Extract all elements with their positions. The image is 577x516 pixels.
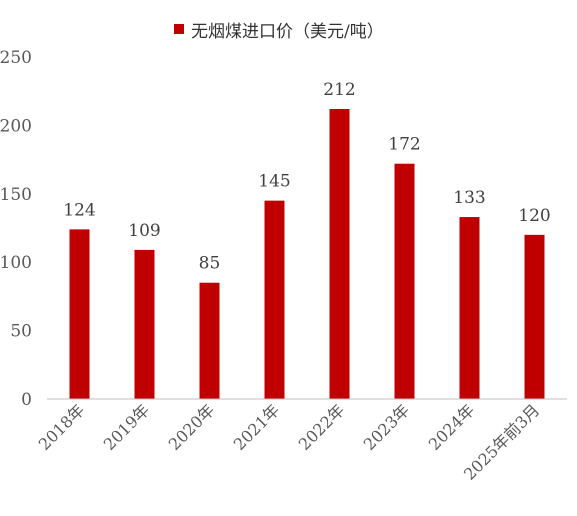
- bar: [459, 217, 480, 399]
- y-tick-label: 250: [0, 48, 32, 68]
- data-label: 85: [199, 254, 221, 274]
- bar: [329, 108, 350, 399]
- x-tick-label: 2021年: [230, 400, 284, 454]
- y-tick-label: 100: [0, 253, 32, 273]
- y-tick-label: 50: [10, 322, 32, 342]
- bar: [524, 234, 545, 399]
- bar: [69, 229, 90, 399]
- bar: [134, 249, 155, 399]
- data-label: 172: [388, 135, 420, 155]
- x-tick-label: 2018年: [35, 400, 89, 454]
- x-tick-label: 2020年: [165, 400, 219, 454]
- x-axis: 2018年 2019年 2020年 2021年 2022年 2023年 2024年2025年…: [35, 400, 544, 483]
- data-label: 124: [63, 200, 95, 220]
- y-tick-label: 200: [0, 116, 32, 136]
- data-label: 120: [518, 206, 550, 226]
- legend-label: 无烟煤进口价（美元/吨）: [191, 21, 384, 42]
- x-tick-label: 2024年: [425, 400, 479, 454]
- x-tick-label: 2022年: [295, 400, 349, 454]
- bar: [394, 163, 415, 399]
- legend: 无烟煤进口价（美元/吨）: [174, 17, 384, 42]
- x-tick-label: 2019年: [100, 400, 154, 454]
- bar: [199, 282, 220, 399]
- data-label: 109: [128, 221, 160, 241]
- data-labels: 124 109 85 145 212 172 133 120: [63, 80, 550, 274]
- x-tick-label: 2023年: [360, 400, 414, 454]
- bar: [264, 200, 285, 399]
- y-tick-label: 150: [0, 185, 32, 205]
- data-label: 212: [323, 80, 355, 100]
- data-label: 133: [453, 188, 485, 208]
- y-axis: 0 50 100 150 200 250: [0, 48, 32, 410]
- y-tick-label: 0: [21, 390, 32, 410]
- legend-swatch: [174, 24, 184, 34]
- data-label: 145: [258, 172, 290, 192]
- bars: [69, 108, 545, 399]
